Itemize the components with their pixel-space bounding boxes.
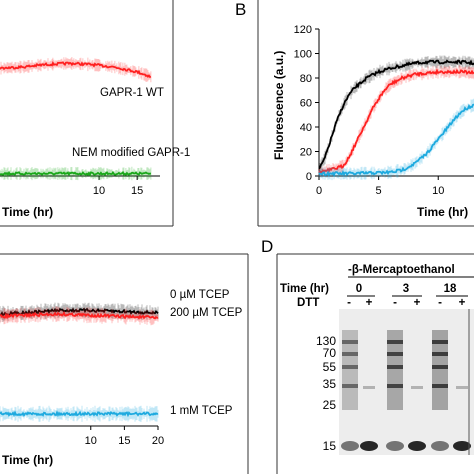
panel-c-series-label-0: 0 µM TCEP (170, 289, 230, 301)
panel-c-series-label-200: 200 µM TCEP (170, 307, 243, 319)
gel-band (456, 386, 468, 389)
series-2-line (318, 103, 474, 178)
panel-b-letter: B (235, 0, 246, 19)
y-tick-label: 20 (300, 147, 312, 159)
gel-lane-smear (387, 330, 403, 410)
panel-c-x-axis-title: Time (hr) (2, 453, 53, 467)
gel-blot (339, 309, 474, 455)
dtt-sign: + (459, 297, 466, 309)
series-1-line (0, 170, 151, 177)
gel-band (342, 365, 358, 369)
y-tick-label: 100 (294, 49, 312, 61)
y-tick-label: 40 (300, 122, 312, 134)
gel-band (411, 386, 423, 389)
gel-band (342, 352, 358, 356)
gel-band (387, 384, 403, 388)
gel-band (387, 340, 403, 344)
x-tick-label: 15 (118, 435, 130, 447)
mw-marker-label: 35 (323, 377, 337, 391)
dtt-sign: - (393, 297, 397, 309)
x-tick-label: 15 (131, 185, 143, 197)
panel-a-x-axis-title: Time (hr) (2, 205, 53, 219)
panel-d-dtt-signs: - + - + - + (347, 297, 466, 309)
gel-band-15kda (431, 441, 449, 451)
gel-band-15kda (408, 441, 426, 451)
gel-band (342, 384, 358, 388)
gel-band-15kda (360, 441, 378, 451)
panel-d: D -β-Mercaptoethanol Time (hr) 0 3 18 DT… (261, 237, 474, 474)
panel-b-x-axis-title: Time (hr) (417, 205, 468, 219)
gel-band-15kda (386, 441, 404, 451)
panel-b-x-ticks: 0 5 10 (316, 176, 444, 197)
panel-d-dtt-label: DTT (297, 297, 319, 309)
gel-band (363, 386, 375, 389)
gel-band (342, 340, 358, 344)
series-0-line (0, 307, 159, 317)
panel-d-letter: D (261, 237, 273, 256)
gel-band (432, 384, 448, 388)
panel-d-time-0: 0 (356, 283, 362, 295)
gel-lane-smear (432, 330, 448, 410)
panel-b-y-ticks: 0 20 40 60 80 100 120 (294, 24, 319, 183)
x-tick-label: 20 (152, 435, 164, 447)
panel-b-y-axis-title: Fluorescence (a.u.) (272, 51, 286, 160)
series-1-line (318, 68, 474, 175)
y-tick-label: 80 (300, 73, 312, 85)
gel-band (432, 340, 448, 344)
x-tick-label: 10 (432, 185, 444, 197)
series-2-line (0, 410, 159, 418)
mw-marker-label: 25 (323, 398, 337, 412)
panel-c: 10 15 20 0 µM TCEP 200 µM TCEP 1 mM TCEP T… (0, 253, 249, 474)
panel-b-series (318, 55, 474, 181)
gel-band (387, 365, 403, 369)
panel-d-time-3: 3 (403, 283, 409, 295)
series-1-line (0, 311, 159, 320)
panel-a-series-label-nem: NEM modified GAPR-1 (72, 147, 190, 159)
series-0-line (0, 60, 152, 78)
panel-d-time-label: Time (hr) (280, 283, 329, 295)
x-tick-label: 5 (376, 185, 382, 197)
panel-d-title: -β-Mercaptoethanol (348, 264, 455, 276)
gel-band (387, 352, 403, 356)
panel-c-series-label-1mm: 1 mM TCEP (170, 405, 233, 417)
gel-bands (341, 330, 471, 451)
panel-c-x-ticks: 10 15 20 (85, 426, 164, 447)
mw-marker-label: 130 (316, 334, 336, 348)
gel-band-15kda (453, 441, 471, 451)
gel-band (432, 352, 448, 356)
series-0-line (318, 59, 474, 170)
panel-a-series (0, 57, 152, 181)
y-tick-label: 0 (306, 171, 312, 183)
y-tick-label: 120 (294, 24, 312, 36)
x-tick-label: 0 (316, 185, 322, 197)
mw-marker-label: 15 (323, 439, 337, 453)
panel-c-series (0, 302, 159, 422)
panel-a-series-label-wt: GAPR-1 WT (100, 87, 164, 99)
dtt-sign: - (438, 297, 442, 309)
panel-a: 10 15 GAPR-1 WT NEM modified GAPR-1 Time … (0, 0, 190, 227)
panel-a-x-ticks: 10 15 (93, 176, 143, 197)
mw-marker-label: 55 (323, 360, 337, 374)
gel-band-15kda (341, 441, 359, 451)
dtt-sign: - (347, 297, 351, 309)
x-tick-label: 10 (85, 435, 97, 447)
dtt-sign: + (414, 297, 421, 309)
dtt-sign: + (366, 297, 373, 309)
gel-lane-smear (342, 330, 358, 410)
gel-band (432, 365, 448, 369)
y-tick-label: 60 (300, 98, 312, 110)
panel-b: B 0 20 40 60 80 100 120 0 5 10 Fluorescence (a.u… (235, 0, 474, 227)
x-tick-label: 10 (93, 185, 105, 197)
mw-marker-label: 70 (323, 346, 337, 360)
panel-d-time-18: 18 (444, 283, 457, 295)
